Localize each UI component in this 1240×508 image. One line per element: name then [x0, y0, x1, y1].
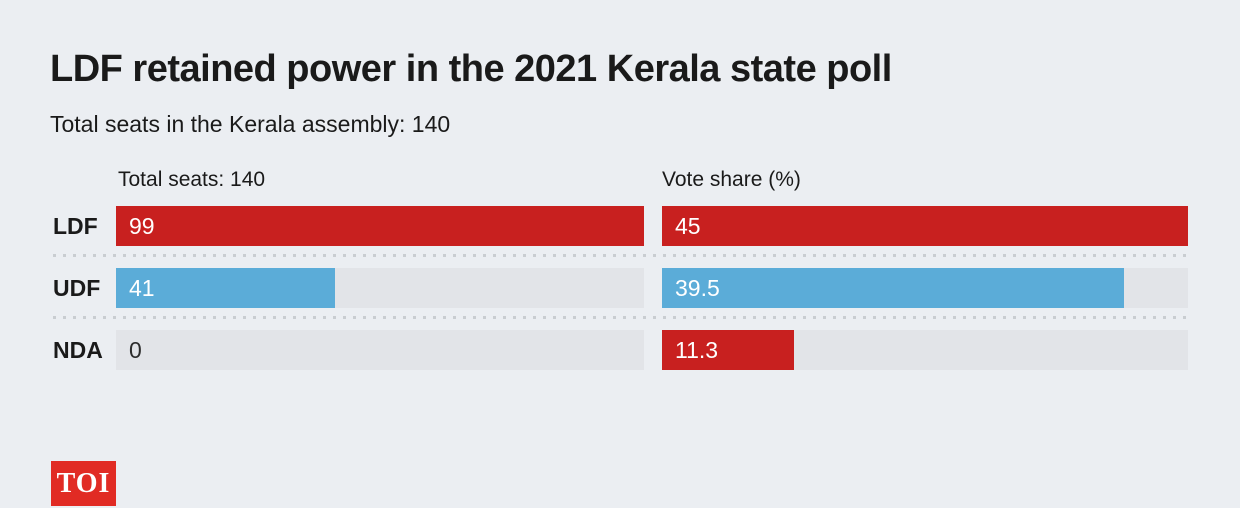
bar-value-nda-vote: 11.3	[675, 336, 719, 363]
bar-track-nda-vote: 11.3	[662, 329, 1188, 370]
chart-row-ldf: LDF 99 45	[53, 205, 1188, 246]
row-label-ldf: LDF	[53, 212, 98, 239]
chart-subtitle: Total seats in the Kerala assembly: 140	[50, 110, 451, 137]
infographic: LDF retained power in the 2021 Kerala st…	[0, 48, 1240, 508]
bar-udf-seats	[116, 267, 335, 308]
row-label-udf: UDF	[53, 274, 101, 301]
chart-title: LDF retained power in the 2021 Kerala st…	[50, 48, 892, 90]
chart-row-nda: NDA 0 11.3	[53, 329, 1188, 370]
toi-logo: TOI	[51, 461, 116, 506]
column-headers: Total seats: 140 Vote share (%)	[53, 168, 1188, 192]
column-header-vote-share: Vote share (%)	[662, 167, 801, 191]
dotted-separator	[53, 253, 1188, 257]
bar-track-udf-seats: 41	[116, 267, 644, 308]
bar-value-ldf-vote: 45	[675, 212, 701, 239]
bar-value-udf-seats: 41	[129, 274, 155, 301]
row-label-nda: NDA	[53, 336, 103, 363]
chart-row-udf: UDF 41 39.5	[53, 267, 1188, 308]
dotted-separator	[53, 315, 1188, 319]
bar-track-ldf-vote: 45	[662, 205, 1188, 246]
bar-value-nda-seats: 0	[129, 336, 142, 363]
bar-chart: Total seats: 140 Vote share (%) LDF 99 45 U…	[53, 168, 1188, 370]
bar-value-ldf-seats: 99	[129, 212, 155, 239]
column-header-total-seats: Total seats: 140	[118, 167, 266, 191]
chart-rows: LDF 99 45 UDF 41 39.5 NDA 0 11.3	[53, 205, 1188, 370]
bar-ldf-seats	[116, 205, 644, 246]
bar-nda-vote	[662, 329, 795, 370]
bar-ldf-vote	[662, 205, 1188, 246]
bar-track-nda-seats: 0	[116, 329, 644, 370]
bar-track-ldf-seats: 99	[116, 205, 644, 246]
toi-logo-text: TOI	[56, 467, 111, 499]
bar-track-udf-vote: 39.5	[662, 267, 1188, 308]
bar-value-udf-vote: 39.5	[675, 274, 720, 301]
bar-udf-vote	[662, 267, 1124, 308]
